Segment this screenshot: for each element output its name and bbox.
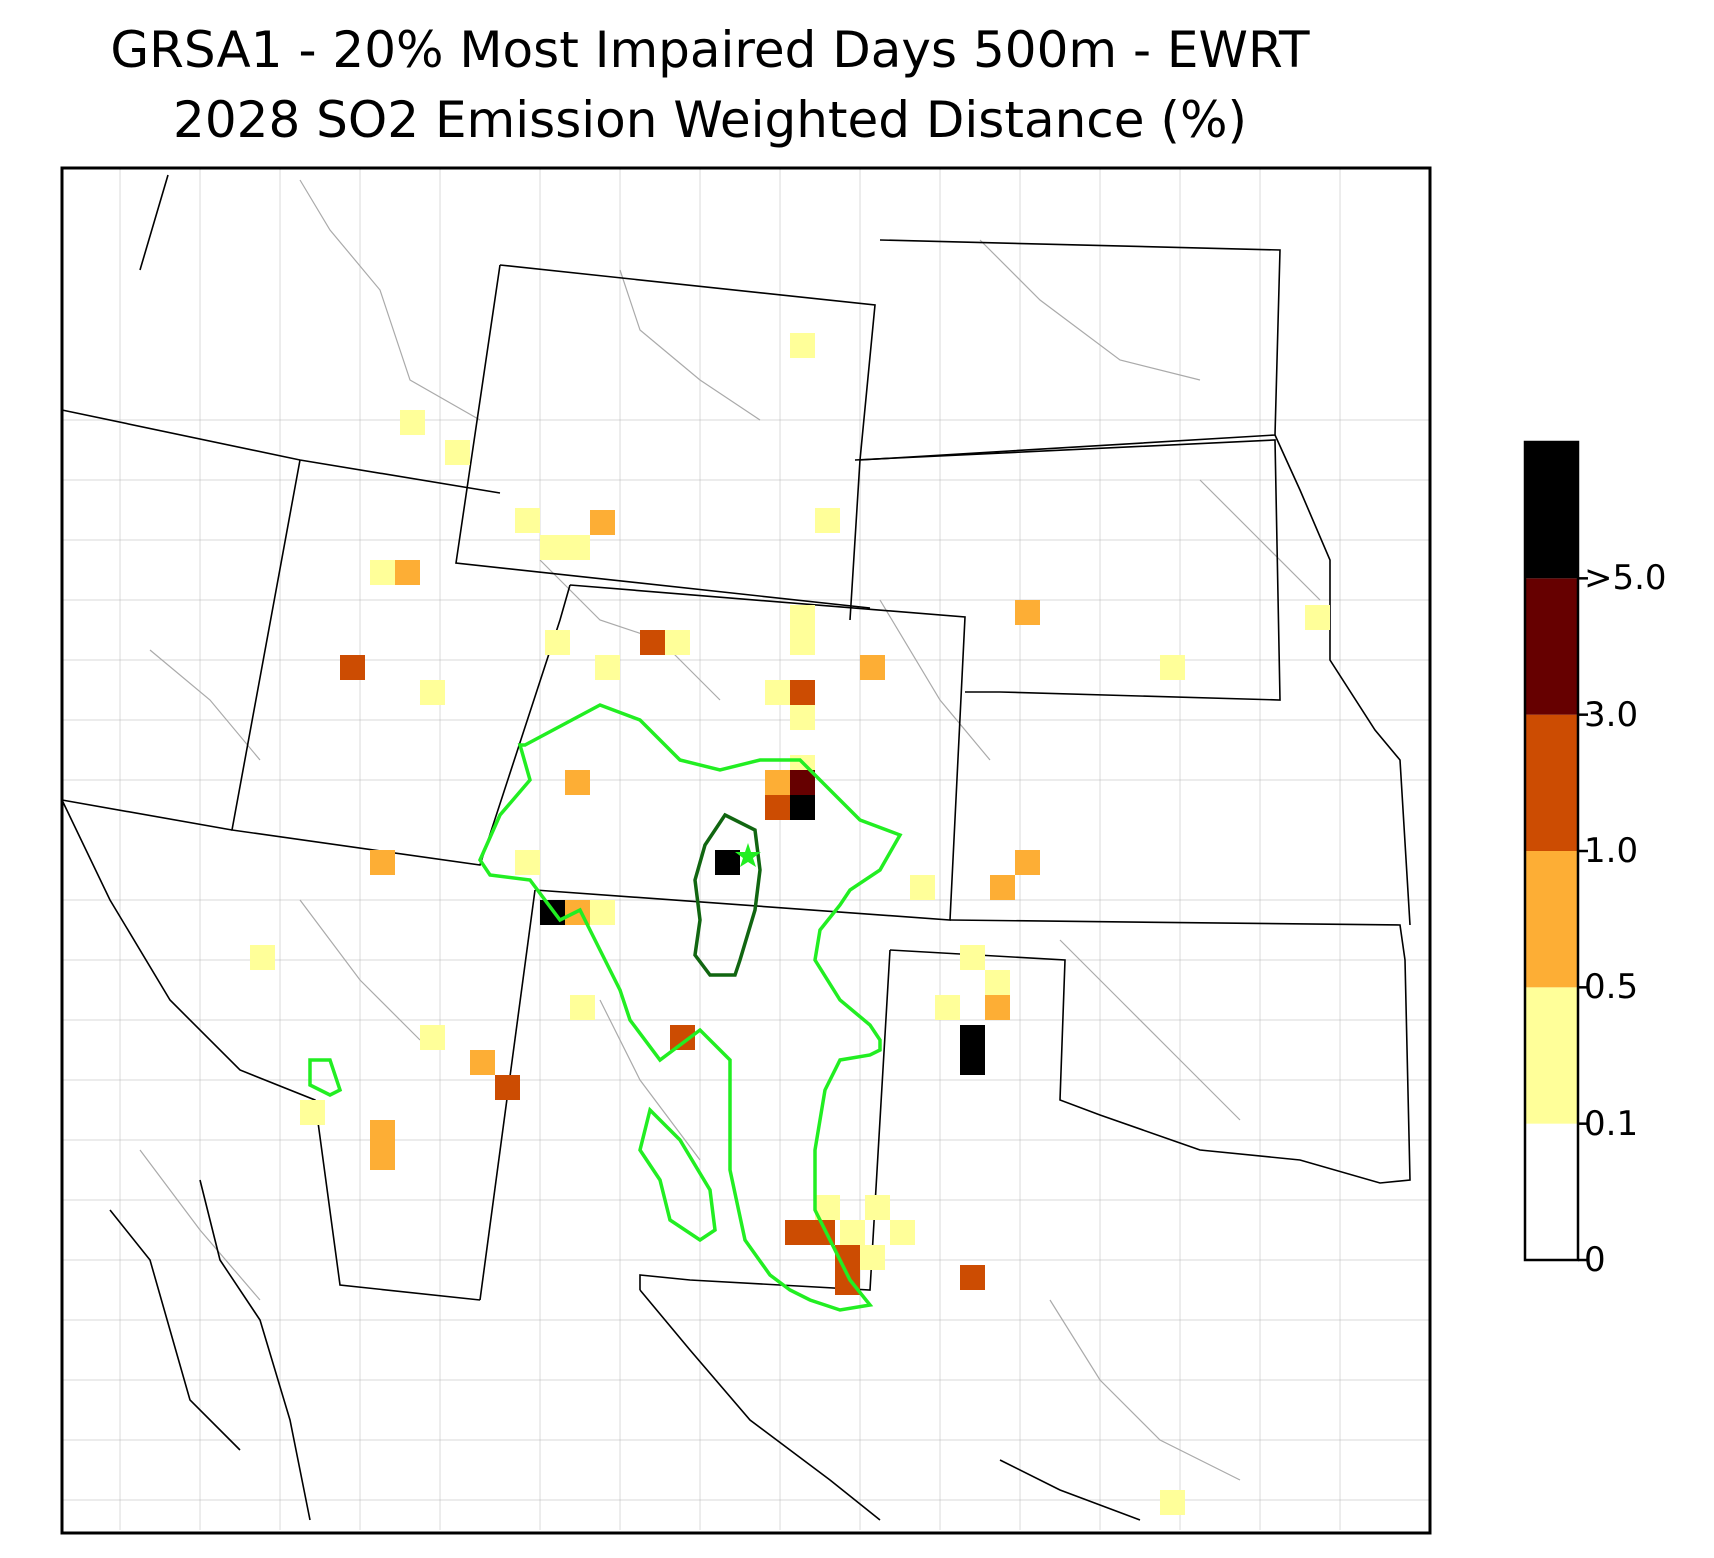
colorbar-ticks [1578,577,1588,1262]
emission-cell [515,508,540,533]
emission-cell [495,1075,520,1100]
emission-cell [1305,605,1330,630]
emission-cell [790,795,815,820]
emission-cell [420,1025,445,1050]
emission-cell [790,605,815,630]
emission-cell [445,440,470,465]
emission-cell [860,1245,885,1270]
emission-cell [340,655,365,680]
emission-cell [790,333,815,358]
county-borders [62,168,1430,1530]
emission-cell [910,875,935,900]
colorbar-tick-label: 3.0 [1584,694,1639,735]
emission-cell [570,995,595,1020]
emission-cell [540,535,565,560]
emission-cell [815,508,840,533]
emission-cell [1015,600,1040,625]
colorbar-bins [1525,442,1578,1260]
emission-cell [590,900,615,925]
emission-cell [960,1265,985,1290]
emission-cell [890,1220,915,1245]
chart-title-line-1: GRSA1 - 20% Most Impaired Days 500m - EW… [110,21,1310,79]
emission-cell [790,630,815,655]
outer-contour-small-south [638,1106,717,1243]
colorbar-tick-label: 1.0 [1584,831,1639,871]
colorbar-bin [1525,578,1578,715]
emission-cell [985,995,1010,1020]
emission-cell [785,1220,810,1245]
emission-cell [860,655,885,680]
emission-cell [400,410,425,435]
inner-contour [693,812,762,977]
emission-cell [545,630,570,655]
outer-contour-small-west [308,1058,343,1097]
emission-cell [370,1120,395,1145]
emission-cell [595,655,620,680]
emission-cell [565,770,590,795]
colorbar-bin [1525,851,1578,988]
colorbar-tick-label: >5.0 [1584,558,1667,599]
emission-cell [1160,1490,1185,1515]
emission-cell [370,560,395,585]
colorbar-bin [1525,442,1578,579]
emission-cell [420,680,445,705]
outer-contour [478,703,903,1312]
emission-cell [935,995,960,1020]
emission-cell [1015,850,1040,875]
colorbar-bin [1525,1123,1578,1260]
emission-cell [790,680,815,705]
emission-cell [990,875,1015,900]
emission-cell [590,510,615,535]
emission-cell [565,535,590,560]
emission-cell [765,795,790,820]
colorbar-bin [1525,714,1578,851]
emission-cell [960,945,985,970]
colorbar-tick-label: 0.5 [1584,967,1639,1008]
emission-cell [765,680,790,705]
emission-cell [515,850,540,875]
emission-cell [790,705,815,730]
star-icon [735,843,761,867]
colorbar-bin [1525,987,1578,1124]
emission-cell [300,1100,325,1125]
colorbar-tick-label: 0.1 [1584,1103,1639,1144]
emission-cell [1160,655,1185,680]
state-borders [61,174,1411,1521]
chart-title-line-2: 2028 SO2 Emission Weighted Distance (%) [173,91,1247,149]
emission-cell [790,770,815,795]
emission-cell [715,850,740,875]
map-frame [60,166,1432,1535]
emission-cell [765,770,790,795]
emission-cell [470,1050,495,1075]
emission-cell [840,1220,865,1245]
emission-cell [865,1195,890,1220]
colorbar-tick-label: 0 [1584,1240,1606,1280]
emission-cell [960,1025,985,1050]
emission-cell [985,970,1010,995]
emission-cell [665,630,690,655]
emission-cell [250,945,275,970]
emission-cell [370,850,395,875]
emission-cell [395,560,420,585]
emission-cell [960,1050,985,1075]
emission-cell [370,1145,395,1170]
emission-cell [640,630,665,655]
